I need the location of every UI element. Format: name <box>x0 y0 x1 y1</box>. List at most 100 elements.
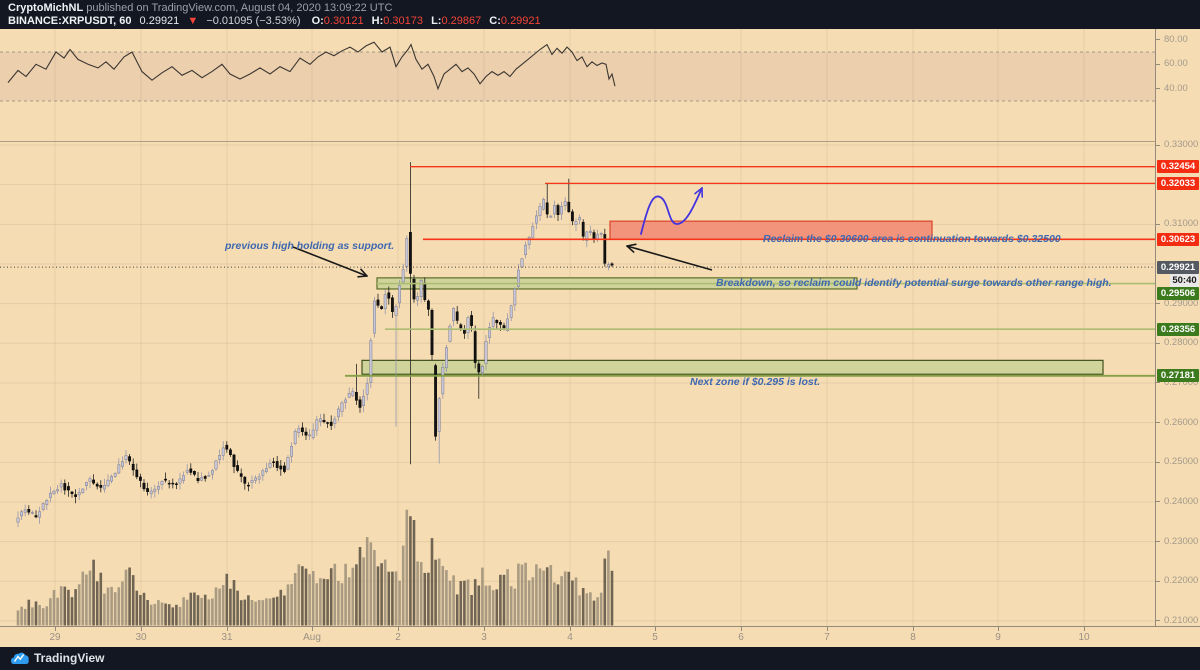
price-badge-resistance: 0.32454 <box>1157 160 1199 174</box>
volume-bars <box>16 509 614 626</box>
price-badge-countdown: 50:40 <box>1170 273 1199 287</box>
price-axis-tick <box>1156 461 1160 463</box>
time-axis[interactable]: 29 30 31 Aug 2 3 4 5 6 7 8 9 10 <box>0 626 1200 648</box>
price-axis-label: 0.25000 <box>1164 456 1199 468</box>
time-axis-label: 10 <box>1078 632 1090 643</box>
symbol-legend: BINANCE:XRPUSDT, 60 0.29921 ▼ −0.01095 (… <box>8 15 541 27</box>
time-axis-tick <box>741 627 742 631</box>
pane-separator[interactable] <box>0 141 1200 142</box>
squiggle-arrow[interactable] <box>640 187 703 235</box>
time-axis-tick <box>655 627 656 631</box>
rsi-line <box>7 41 616 91</box>
pane-backgrounds <box>0 29 1155 626</box>
support-arrow[interactable] <box>292 246 368 277</box>
note-reclaim[interactable]: Reclaim the $0.30600 area is continuatio… <box>763 233 1061 245</box>
time-axis-tick <box>913 627 914 631</box>
price-badge-support: 0.29506 <box>1157 286 1199 300</box>
author-name: CryptoMichNL <box>8 2 84 14</box>
time-axis-label: 6 <box>738 632 744 643</box>
price-axis-tick <box>1156 541 1160 543</box>
symbol-name[interactable]: BINANCE:XRPUSDT, 60 <box>8 15 132 27</box>
price-change: −0.01095 (−3.53%) <box>206 15 301 27</box>
branding-footer: TradingView <box>0 647 1200 670</box>
tradingview-logo-icon[interactable] <box>10 650 30 667</box>
candles <box>16 162 614 528</box>
price-axis-tick <box>1156 422 1160 424</box>
price-badge-support: 0.27181 <box>1157 369 1199 383</box>
time-axis-tick <box>227 627 228 631</box>
price-axis-label: 0.27000 <box>1164 376 1199 388</box>
time-axis-label: 5 <box>652 632 658 643</box>
time-axis-tick <box>570 627 571 631</box>
drawings[interactable] <box>292 187 713 278</box>
note-breakdown[interactable]: Breakdown, so reclaim could identify pot… <box>716 277 1112 289</box>
high-value: 0.30173 <box>383 15 423 27</box>
time-axis-label: 29 <box>49 632 61 643</box>
price-axis-label: 0.21000 <box>1164 614 1199 626</box>
price-badge-support: 0.28356 <box>1157 322 1199 336</box>
breakdown-arrow[interactable] <box>626 245 713 271</box>
time-axis-label: 3 <box>481 632 487 643</box>
time-axis-label: 30 <box>135 632 147 643</box>
price-axis-tick <box>1156 501 1160 503</box>
time-axis-label: 4 <box>567 632 573 643</box>
time-axis-tick <box>484 627 485 631</box>
time-axis-label: 8 <box>910 632 916 643</box>
price-axis-label: 0.22000 <box>1164 575 1199 587</box>
time-axis-tick <box>141 627 142 631</box>
direction-arrow-icon: ▼ <box>187 15 199 27</box>
time-axis-tick <box>312 627 313 631</box>
rsi-axis-label: 40.00 <box>1164 82 1188 94</box>
rsi-axis-label: 80.00 <box>1164 33 1188 45</box>
time-axis-label: 31 <box>221 632 233 643</box>
time-axis-label: 9 <box>995 632 1001 643</box>
price-axis-tick <box>1156 223 1160 225</box>
open-value: 0.30121 <box>323 15 364 27</box>
price-badge-resistance: 0.30623 <box>1157 232 1199 246</box>
rsi-axis-tick <box>1156 88 1160 90</box>
time-axis-tick <box>1084 627 1085 631</box>
brand-name[interactable]: TradingView <box>34 651 105 665</box>
time-axis-tick <box>398 627 399 631</box>
time-axis-tick <box>55 627 56 631</box>
rsi-pane <box>0 41 1155 102</box>
time-axis-label: 2 <box>395 632 401 643</box>
price-levels[interactable] <box>0 166 1155 377</box>
low-value: 0.29867 <box>441 15 482 27</box>
open-label: O: <box>311 15 324 27</box>
publication-header: CryptoMichNL published on TradingView.co… <box>0 0 1200 29</box>
price-axis-tick <box>1156 580 1160 582</box>
time-axis-label: Aug <box>303 632 321 643</box>
low-label: L: <box>431 15 442 27</box>
gridlines <box>0 29 1155 626</box>
chart-canvas[interactable] <box>0 29 1155 626</box>
price-axis-label: 0.33000 <box>1164 139 1199 150</box>
last-price: 0.29921 <box>139 15 180 27</box>
price-axis-tick <box>1156 620 1160 622</box>
price-axis-label: 0.23000 <box>1164 535 1199 547</box>
high-label: H: <box>371 15 384 27</box>
price-axis-label: 0.31000 <box>1164 218 1199 230</box>
time-axis-label: 7 <box>824 632 830 643</box>
note-previous-high[interactable]: previous high holding as support. <box>225 240 395 252</box>
price-axis-tick <box>1156 382 1160 384</box>
price-badge-last-price: 0.29921 <box>1157 260 1199 274</box>
price-axis-label: 0.29000 <box>1164 297 1199 309</box>
price-axis-label: 0.28000 <box>1164 337 1199 349</box>
publication-info: CryptoMichNL published on TradingView.co… <box>8 2 392 14</box>
time-axis-tick <box>998 627 999 631</box>
price-axis-tick <box>1156 342 1160 344</box>
rsi-axis-tick <box>1156 39 1160 41</box>
close-label: C: <box>489 15 501 27</box>
price-axis[interactable]: 80.00 60.00 40.00 0.33000 0.31000 0.29000 0.28… <box>1155 29 1200 626</box>
price-axis-label: 0.24000 <box>1164 495 1199 507</box>
price-axis-tick <box>1156 303 1160 305</box>
chart-stage[interactable]: previous high holding as support. Reclai… <box>0 29 1200 647</box>
next-support-zone[interactable] <box>361 359 1104 375</box>
note-next-zone[interactable]: Next zone if $0.295 is lost. <box>690 376 821 388</box>
time-axis-tick <box>827 627 828 631</box>
rsi-axis-label: 60.00 <box>1164 58 1188 70</box>
publication-meta: published on TradingView.com, August 04,… <box>86 2 393 14</box>
rsi-axis-tick <box>1156 63 1160 65</box>
price-axis-label: 0.26000 <box>1164 416 1199 428</box>
